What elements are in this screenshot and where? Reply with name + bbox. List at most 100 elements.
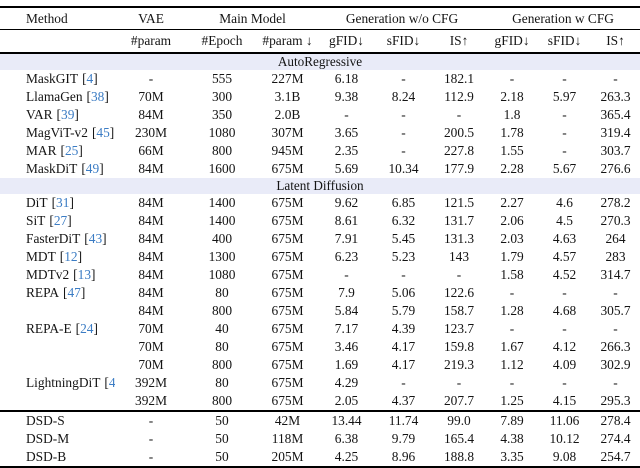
value-cell: 4.25 bbox=[318, 448, 376, 468]
citation-link[interactable]: [39] bbox=[57, 107, 79, 122]
value-cell: 276.6 bbox=[600, 161, 631, 176]
value-cell: 264 bbox=[605, 231, 626, 246]
citation-link[interactable]: [44] bbox=[104, 375, 115, 390]
section-band: AutoRegressive bbox=[0, 53, 640, 70]
value-cell: 3.65 bbox=[334, 125, 359, 140]
citation-link[interactable]: [12] bbox=[60, 249, 82, 264]
value-cell: 159.8 bbox=[443, 339, 475, 354]
value-cell: 307M bbox=[271, 125, 304, 140]
citation-link[interactable]: [43] bbox=[84, 231, 106, 246]
citation-bracket: [ bbox=[75, 321, 81, 336]
value-cell: 2.03 bbox=[500, 231, 524, 246]
value-cell: 254.7 bbox=[591, 448, 640, 468]
value-cell: - bbox=[401, 125, 406, 140]
value-cell: 555 bbox=[211, 71, 233, 86]
subheader-sfid-w: sFID↓ bbox=[538, 29, 592, 54]
citation-link[interactable]: [45] bbox=[92, 125, 114, 140]
value-cell: - bbox=[148, 431, 154, 446]
value-cell: 314.7 bbox=[600, 267, 631, 282]
value-cell: - bbox=[562, 107, 567, 122]
citation-link[interactable]: [49] bbox=[81, 161, 103, 176]
citation-link[interactable]: [25] bbox=[61, 143, 83, 158]
citation-link[interactable]: [27] bbox=[49, 213, 71, 228]
value-cell: 11.74 bbox=[375, 410, 433, 430]
value-cell: - bbox=[613, 321, 618, 336]
value-cell: 121.5 bbox=[443, 195, 475, 210]
value-cell: 84M bbox=[138, 303, 164, 318]
method-name: DiT bbox=[26, 195, 48, 210]
value-cell: 675M bbox=[271, 231, 304, 246]
value-cell: 5.84 bbox=[334, 303, 359, 318]
value-cell: 70M bbox=[138, 357, 164, 372]
value-cell: 266.3 bbox=[600, 339, 631, 354]
value-cell: 2.18 bbox=[500, 89, 524, 104]
value-cell: - bbox=[401, 375, 406, 390]
value-cell: 1.67 bbox=[500, 339, 524, 354]
value-cell: - bbox=[562, 143, 567, 158]
value-cell: 7.17 bbox=[334, 321, 359, 336]
method-cell: DSD-S bbox=[0, 410, 115, 430]
method-name: MaskGIT bbox=[26, 71, 79, 86]
value-cell: 4.17 bbox=[391, 357, 416, 372]
citation-link[interactable]: [31] bbox=[52, 195, 74, 210]
value-cell: - bbox=[401, 107, 406, 122]
method-cell: REPA-E [24] bbox=[0, 320, 115, 338]
method-name: DSD-B bbox=[26, 449, 67, 464]
value-cell: 365.4 bbox=[600, 107, 631, 122]
subheader-is-w: IS↑ bbox=[591, 29, 640, 54]
citation-number: 44 bbox=[108, 375, 115, 390]
value-cell: 10.12 bbox=[549, 431, 580, 446]
value-cell: 675M bbox=[271, 267, 304, 282]
citation-link[interactable]: [47] bbox=[63, 285, 85, 300]
value-cell: 4.38 bbox=[500, 431, 524, 446]
value-cell: 143 bbox=[448, 249, 470, 264]
section-label: Latent Diffusion bbox=[0, 178, 640, 194]
value-cell: 66M bbox=[138, 143, 164, 158]
value-cell: 10.34 bbox=[388, 161, 419, 176]
table-row: MaskDiT [49] 84M 1600 675M 5.69 10.34 177.9 2.28… bbox=[0, 160, 640, 178]
citation-link[interactable]: [38] bbox=[87, 89, 109, 104]
table-row: MaskGIT [4] - 555 227M 6.18 - 182.1 - - - bbox=[0, 70, 640, 88]
method-name: DSD-M bbox=[26, 431, 70, 446]
subheader-is-wo: IS↑ bbox=[432, 29, 487, 54]
value-cell: 675M bbox=[271, 393, 304, 408]
value-cell: - bbox=[509, 285, 515, 300]
citation-bracket: ] bbox=[104, 89, 109, 104]
table-header: Method VAE Main Model Generation w/o CFG… bbox=[0, 6, 640, 54]
value-cell: 1600 bbox=[208, 161, 236, 176]
value-cell: - bbox=[509, 375, 515, 390]
col-header-method: Method bbox=[0, 6, 115, 30]
citation-link[interactable]: [13] bbox=[73, 267, 95, 282]
citation-bracket: [ bbox=[60, 143, 65, 158]
value-cell: - bbox=[401, 267, 406, 282]
section-band: Latent Diffusion bbox=[0, 178, 640, 194]
citation-bracket: ] bbox=[102, 231, 107, 246]
value-cell: 50 bbox=[187, 448, 257, 468]
col-header-main-model: Main Model bbox=[187, 6, 319, 30]
value-cell: 6.38 bbox=[334, 431, 359, 446]
value-cell: 4.6 bbox=[556, 195, 573, 210]
value-cell: 4.12 bbox=[552, 339, 577, 354]
value-cell: 2.0B bbox=[274, 107, 301, 122]
table-row: DiT [31] 84M 1400 675M 9.62 6.85 121.5 2.27 4.6 27… bbox=[0, 194, 640, 212]
value-cell: 200.5 bbox=[443, 125, 475, 140]
value-cell: 1.28 bbox=[500, 303, 524, 318]
citation-bracket: [ bbox=[84, 231, 89, 246]
citation-link[interactable]: [4] bbox=[82, 71, 98, 86]
value-cell: 5.97 bbox=[552, 89, 577, 104]
method-cell bbox=[0, 392, 115, 411]
value-cell: 675M bbox=[271, 375, 304, 390]
method-name: SiT bbox=[26, 213, 46, 228]
value-cell: 1.8 bbox=[503, 107, 521, 122]
table-row: SiT [27] 84M 1400 675M 8.61 6.32 131.7 2.06 4.5 27… bbox=[0, 212, 640, 230]
value-cell: - bbox=[613, 375, 618, 390]
citation-bracket: ] bbox=[67, 213, 72, 228]
value-cell: 1.55 bbox=[500, 143, 524, 158]
method-cell: LlamaGen [38] bbox=[0, 88, 115, 106]
value-cell: - bbox=[509, 321, 515, 336]
citation-link[interactable]: [24] bbox=[76, 321, 98, 336]
value-cell: 278.2 bbox=[600, 195, 631, 210]
citation-bracket: [ bbox=[82, 71, 87, 86]
value-cell: 1300 bbox=[208, 249, 236, 264]
method-name: MaskDiT bbox=[26, 161, 78, 176]
